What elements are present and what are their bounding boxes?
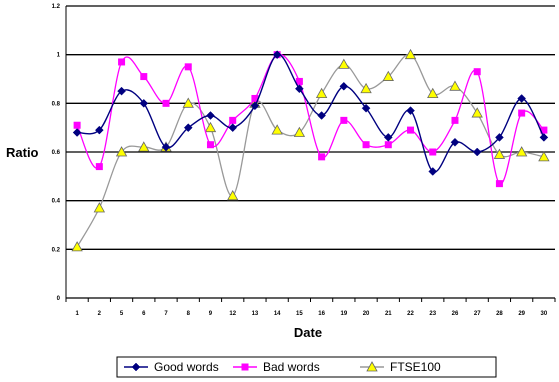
axes [66,6,555,302]
x-tick-label: 6 [142,311,146,317]
x-tick-label: 30 [541,311,548,317]
x-tick-label: 26 [452,311,459,317]
series-bad-words [74,51,548,187]
series-layer [72,50,549,251]
x-tick-label: 27 [474,311,481,317]
data-point-bad-words [451,117,458,124]
data-point-bad-words [429,149,436,156]
data-point-good-words [518,94,526,102]
x-tick-label: 5 [120,311,124,317]
legend-label-bad-words: Bad words [263,360,320,374]
x-tick-label: 12 [229,311,236,317]
x-tick-label: 7 [164,311,168,317]
x-tick-label: 19 [340,311,347,317]
gridlines [66,6,555,249]
data-point-bad-words [518,110,525,117]
x-tick-label: 9 [209,311,213,317]
data-point-ftse100 [94,203,104,212]
x-tick-label: 20 [363,311,370,317]
data-point-bad-words [207,141,214,148]
y-tick-label: 0.4 [52,199,61,205]
x-tick-label: 14 [274,311,281,317]
data-point-bad-words [118,58,125,65]
x-tick-label: 21 [385,311,392,317]
data-point-ftse100 [205,123,215,132]
legend-marker-bad-words [242,364,249,371]
data-point-bad-words [318,153,325,160]
x-tick-label: 1 [75,311,79,317]
data-point-ftse100 [472,108,482,117]
y-tick-labels: 0 0.2 0.4 0.6 0.8 1 1.2 [52,4,61,302]
data-point-bad-words [340,117,347,124]
x-tick-label: 16 [318,311,325,317]
legend: Good words Bad words FTSE100 [117,357,496,377]
data-point-good-words [318,112,326,120]
data-point-good-words [429,167,437,175]
data-point-bad-words [363,141,370,148]
legend-label-ftse100: FTSE100 [390,360,441,374]
data-point-bad-words [96,163,103,170]
data-point-good-words [206,112,214,120]
data-point-good-words [407,107,415,115]
data-point-bad-words [407,127,414,134]
x-tick-labels: 1 2 5 6 7 8 9 12 13 14 15 16 19 20 21 22 23 26 27 28 29 30 [75,311,547,317]
data-point-bad-words [140,73,147,80]
data-point-bad-words [496,180,503,187]
y-tick-label: 1.2 [52,4,61,10]
data-point-bad-words [74,122,81,129]
data-point-good-words [340,82,348,90]
legend-label-good-words: Good words [154,360,219,374]
y-tick-label: 0 [57,296,61,302]
x-tick-label: 13 [252,311,259,317]
data-point-good-words [384,133,392,141]
data-point-good-words [540,133,548,141]
y-tick-label: 1 [57,53,61,59]
data-point-bad-words [474,68,481,75]
data-point-ftse100 [317,89,327,98]
x-tick-label: 22 [407,311,414,317]
y-tick-label: 0.2 [52,247,61,253]
data-point-bad-words [185,63,192,70]
data-point-bad-words [163,100,170,107]
x-tick-label: 29 [518,311,525,317]
x-tick-label: 15 [296,311,303,317]
x-tick-label: 23 [429,311,436,317]
data-point-good-words [473,148,481,156]
data-point-ftse100 [339,59,349,68]
data-point-good-words [73,129,81,137]
data-point-ftse100 [361,84,371,93]
x-tick-label: 28 [496,311,503,317]
y-tick-label: 0.6 [52,150,61,156]
y-axis-title: Ratio [6,145,39,160]
x-tick-label: 8 [187,311,191,317]
x-tick-label: 2 [98,311,102,317]
data-point-ftse100 [228,191,238,200]
x-axis-title: Date [294,325,322,340]
data-point-bad-words [385,141,392,148]
y-tick-label: 0.8 [52,101,61,107]
data-point-bad-words [229,117,236,124]
data-point-ftse100 [72,242,82,251]
